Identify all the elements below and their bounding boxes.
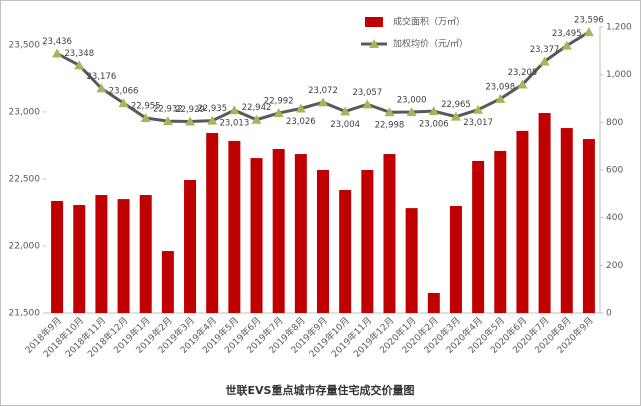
y-tick-label: 22,500	[9, 174, 41, 184]
y2-tick-label: 800	[606, 118, 623, 128]
marker	[185, 116, 196, 126]
legend-label: 加权均价（元/㎡）	[393, 38, 468, 50]
data-label: 23,176	[87, 72, 117, 82]
marker	[140, 113, 151, 122]
data-label: 22,965	[441, 100, 471, 110]
bar	[139, 195, 152, 313]
y2-tick-label: 400	[606, 213, 623, 223]
data-label: 23,000	[397, 95, 427, 105]
data-label: 23,377	[530, 45, 560, 55]
bar	[427, 292, 440, 313]
bar	[117, 199, 130, 313]
data-label: 22,955	[131, 102, 161, 112]
bar	[161, 251, 174, 313]
bar	[250, 158, 263, 313]
bar	[560, 128, 573, 313]
bar	[582, 139, 595, 313]
marker	[583, 27, 594, 37]
data-label: 23,596	[574, 16, 604, 26]
data-label: 23,017	[463, 118, 493, 128]
marker	[450, 111, 461, 121]
data-label: 23,072	[308, 86, 338, 96]
marker	[229, 105, 240, 115]
data-label: 22,942	[242, 103, 272, 113]
marker	[318, 97, 328, 107]
marker	[207, 115, 218, 125]
y2-tick-label: 1,200	[606, 23, 632, 33]
bar	[339, 190, 352, 313]
marker	[52, 48, 63, 58]
y2-tick-label: 600	[606, 166, 623, 176]
data-label: 23,205	[508, 68, 538, 78]
data-label: 22,932	[153, 105, 183, 115]
data-label: 23,098	[485, 82, 515, 92]
bar	[361, 170, 374, 313]
marker	[473, 104, 484, 114]
bar	[317, 170, 329, 313]
data-label: 23,004	[330, 120, 360, 130]
data-label: 23,348	[64, 49, 94, 59]
marker	[273, 108, 284, 118]
data-label: 22,929	[175, 105, 205, 115]
bar	[383, 154, 396, 313]
chart-title: 世联EVS重点城市存量住宅成交价量图	[226, 383, 415, 397]
marker	[295, 103, 306, 113]
y-tick-label: 23,000	[9, 107, 41, 117]
bar	[51, 200, 64, 313]
marker	[428, 106, 439, 116]
bar	[405, 208, 418, 313]
marker	[561, 40, 572, 50]
data-label: 23,436	[42, 37, 72, 47]
bar	[184, 180, 197, 313]
marker	[340, 106, 351, 116]
data-label: 23,026	[286, 117, 316, 127]
y-tick-label: 22,000	[9, 241, 41, 251]
marker	[118, 98, 129, 108]
bar	[206, 133, 219, 313]
legend-swatch	[369, 39, 379, 48]
bar	[272, 149, 285, 313]
bar	[73, 205, 86, 313]
marker	[251, 114, 262, 124]
data-label: 23,495	[552, 29, 582, 39]
bar	[472, 160, 485, 313]
legend-swatch	[365, 17, 383, 27]
marker	[96, 83, 107, 93]
legend-label: 成交面积（万㎡）	[393, 16, 465, 28]
bar	[516, 130, 529, 313]
data-label: 23,013	[219, 119, 249, 129]
data-label: 23,006	[419, 120, 449, 130]
marker	[384, 107, 395, 117]
bar	[228, 140, 241, 313]
data-label: 23,066	[109, 87, 139, 97]
marker	[539, 56, 550, 66]
y-tick-label: 23,500	[9, 40, 41, 50]
marker	[517, 79, 528, 89]
y2-tick-label: 1,000	[606, 70, 632, 80]
data-label: 22,998	[375, 121, 405, 131]
marker	[495, 93, 506, 103]
bar	[449, 205, 462, 313]
bar	[294, 154, 307, 313]
data-label: 22,992	[264, 97, 294, 107]
data-label: 22,935	[197, 104, 227, 114]
y2-tick-label: 0	[606, 309, 612, 319]
bar	[95, 195, 108, 313]
marker	[74, 60, 85, 70]
marker	[162, 116, 173, 126]
data-label: 23,057	[352, 88, 382, 98]
marker	[362, 99, 373, 109]
marker	[406, 106, 417, 116]
bar	[494, 150, 507, 313]
y-tick-label: 21,500	[9, 309, 41, 319]
y2-tick-label: 200	[606, 261, 623, 271]
bar	[538, 113, 551, 313]
